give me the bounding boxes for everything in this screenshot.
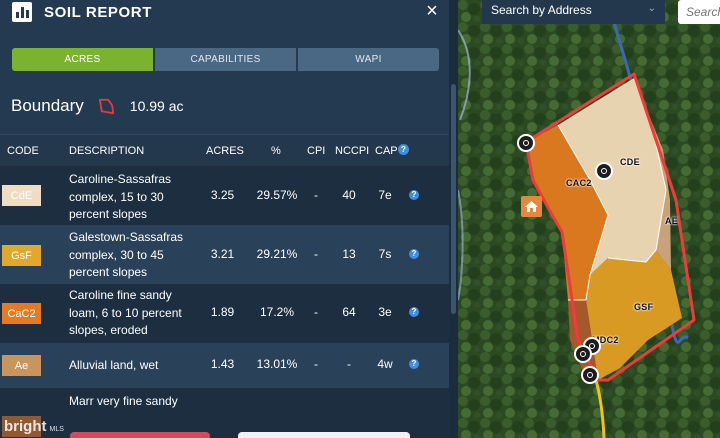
map-label-cac2: CAC2 bbox=[566, 178, 592, 188]
map-label-ae: AE bbox=[665, 216, 678, 226]
soil-description: Galestown-Sassafras complex, 30 to 45 pe… bbox=[69, 229, 199, 282]
cap-value: 7s bbox=[374, 247, 396, 261]
nccpi-value: - bbox=[337, 357, 361, 371]
row-help-icon[interactable]: ? bbox=[409, 307, 419, 317]
acres-value: 3.25 bbox=[205, 188, 240, 202]
table-header: CODE DESCRIPTION ACRES % CPI NCCPI CAP ? bbox=[0, 134, 449, 166]
bar-chart-icon bbox=[12, 2, 32, 22]
cap-help-icon[interactable]: ? bbox=[398, 144, 409, 155]
table-row[interactable]: Marr very fine sandy bbox=[0, 388, 449, 438]
soil-code-badge: CaC2 bbox=[2, 303, 41, 324]
soil-description: Alluvial land, wet bbox=[69, 357, 209, 375]
panel-scrollbar[interactable] bbox=[449, 0, 458, 438]
soil-description: Caroline-Sassafras complex, 15 to 30 per… bbox=[69, 171, 199, 224]
brightmls-watermark: bright MLS bbox=[4, 418, 64, 435]
acres-value: 1.89 bbox=[205, 305, 240, 319]
percent-value: 13.01% bbox=[252, 357, 302, 371]
row-help-icon[interactable]: ? bbox=[409, 190, 419, 200]
col-cpi[interactable]: CPI bbox=[307, 145, 325, 157]
soil-code-badge: Ae bbox=[2, 355, 41, 376]
panel-title: SOIL REPORT bbox=[44, 4, 152, 21]
tab-acres[interactable]: ACRES bbox=[12, 48, 153, 71]
home-marker-icon[interactable] bbox=[521, 196, 542, 217]
cpi-value: - bbox=[309, 357, 323, 371]
table-row[interactable]: CaC2 Caroline fine sandy loam, 6 to 10 p… bbox=[0, 284, 449, 343]
boundary-acres: 10.99 ac bbox=[130, 98, 184, 114]
cap-value: 3e bbox=[374, 305, 396, 319]
boundary-label: Boundary bbox=[11, 96, 84, 116]
close-icon[interactable]: × bbox=[422, 0, 442, 22]
panel-header: SOIL REPORT × bbox=[0, 0, 458, 26]
nccpi-value: 40 bbox=[337, 188, 361, 202]
nccpi-value: 13 bbox=[337, 247, 361, 261]
cpi-value: - bbox=[309, 305, 323, 319]
row-help-icon[interactable]: ? bbox=[409, 249, 419, 259]
boundary-polygon-icon bbox=[97, 97, 116, 116]
search-input[interactable] bbox=[678, 0, 720, 24]
boundary-summary: Boundary 10.99 ac bbox=[11, 93, 184, 119]
cap-value: 7e bbox=[374, 188, 396, 202]
soil-code-badge: CdE bbox=[2, 185, 41, 206]
percent-value: 17.2% bbox=[252, 305, 302, 319]
col-code[interactable]: CODE bbox=[7, 145, 39, 157]
soil-code-badge: GsF bbox=[2, 245, 41, 266]
col-acres[interactable]: ACRES bbox=[206, 145, 244, 157]
percent-value: 29.57% bbox=[252, 188, 302, 202]
col-nccpi[interactable]: NCCPI bbox=[335, 145, 369, 157]
table-row[interactable]: Ae Alluvial land, wet 1.43 13.01% - - 4w… bbox=[0, 343, 449, 388]
tab-capabilities[interactable]: CAPABILITIES bbox=[155, 48, 296, 71]
cap-value: 4w bbox=[374, 357, 396, 371]
photo-marker-icon[interactable] bbox=[595, 162, 613, 180]
report-action-button[interactable] bbox=[70, 432, 210, 438]
soil-description: Caroline fine sandy loam, 6 to 10 percen… bbox=[69, 287, 199, 340]
secondary-action-button[interactable] bbox=[238, 432, 410, 438]
report-tabs: ACRES CAPABILITIES WAPI bbox=[12, 48, 439, 71]
cpi-value: - bbox=[309, 188, 323, 202]
acres-value: 3.21 bbox=[205, 247, 240, 261]
chevron-down-icon: ⌄ bbox=[648, 3, 656, 14]
tab-wapi[interactable]: WAPI bbox=[298, 48, 439, 71]
table-row[interactable]: CdE Caroline-Sassafras complex, 15 to 30… bbox=[0, 166, 449, 225]
scroll-thumb[interactable] bbox=[451, 84, 456, 314]
soil-description: Marr very fine sandy bbox=[69, 393, 209, 411]
acres-value: 1.43 bbox=[205, 357, 240, 371]
photo-marker-icon[interactable] bbox=[517, 134, 535, 152]
col-description[interactable]: DESCRIPTION bbox=[69, 145, 144, 157]
map-label-gsf: GSF bbox=[634, 302, 653, 312]
map-label-cde: CDE bbox=[620, 157, 640, 167]
photo-marker-icon[interactable] bbox=[581, 366, 599, 384]
col-cap[interactable]: CAP bbox=[375, 145, 398, 157]
address-search-label: Search by Address bbox=[491, 3, 592, 17]
table-row[interactable]: GsF Galestown-Sassafras complex, 30 to 4… bbox=[0, 225, 449, 284]
nccpi-value: 64 bbox=[337, 305, 361, 319]
soil-report-panel: SOIL REPORT × ACRES CAPABILITIES WAPI Bo… bbox=[0, 0, 458, 438]
col-percent[interactable]: % bbox=[271, 145, 281, 157]
row-help-icon[interactable]: ? bbox=[409, 359, 419, 369]
address-search-dropdown[interactable]: Search by Address ⌄ bbox=[482, 0, 665, 24]
cpi-value: - bbox=[309, 247, 323, 261]
percent-value: 29.21% bbox=[252, 247, 302, 261]
soil-table: CODE DESCRIPTION ACRES % CPI NCCPI CAP ?… bbox=[0, 134, 449, 438]
photo-marker-icon[interactable] bbox=[574, 345, 592, 363]
